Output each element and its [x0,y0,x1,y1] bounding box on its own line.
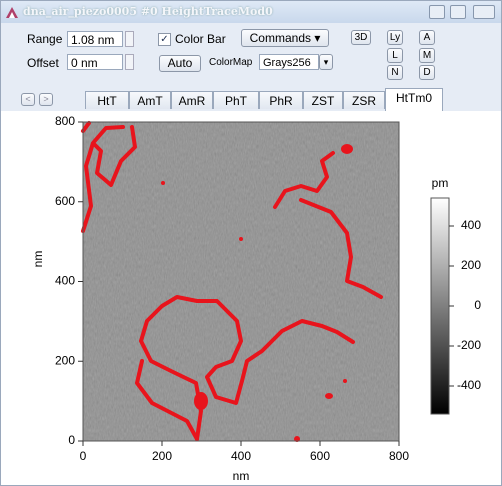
tab[interactable]: PhR [259,91,303,109]
tab[interactable]: ZST [303,91,343,109]
x-tick-label: 400 [231,449,251,463]
plot: nm nm pm 0 200 400 600 800 0 200 400 600 800 400 20… [31,114,481,483]
colormap-select[interactable]: Grays256 [259,54,319,70]
y-tick-label: 400 [55,274,75,288]
dna-traces [81,121,383,441]
auto-button[interactable]: Auto [159,55,201,72]
color-bar [430,197,450,415]
blobs [161,144,353,442]
window-title: dna_air_piezo0005 #0 HeightTraceMod0 [23,5,273,18]
offset-input[interactable]: 0 nm [67,54,123,70]
view-button[interactable]: L [387,48,403,63]
range-input[interactable]: 1.08 nm [67,31,123,47]
maximize-button[interactable] [450,5,466,19]
color-bar-checkbox[interactable]: ✓ [158,33,171,46]
colormap-dropdown[interactable]: ▾ [319,54,333,70]
range-spinner[interactable] [125,31,134,47]
color-bar-tick-label: 400 [461,218,481,232]
x-axis-label: nm [233,469,250,483]
commands-button[interactable]: Commands ▾ [241,29,329,47]
offset-label: Offset [27,56,59,70]
view-button[interactable]: 3D [351,30,371,45]
app-icon [6,7,18,18]
tab-next[interactable]: > [39,93,53,106]
view-button[interactable]: N [387,65,403,80]
color-bar-tick-label: 200 [461,258,481,272]
view-button[interactable]: M [419,48,435,63]
y-axis-label: nm [31,251,45,268]
y-tick-label: 0 [68,433,75,447]
minimize-button[interactable] [429,5,445,19]
tab-prev[interactable]: < [21,93,35,106]
range-label: Range [27,32,63,46]
close-button[interactable] [473,5,495,19]
tab[interactable]: HtTm0 [385,88,443,111]
tab[interactable]: AmR [171,91,213,109]
offset-spinner[interactable] [125,54,134,70]
x-tick-label: 800 [389,449,409,463]
x-tick-label: 600 [310,449,330,463]
y-tick-label: 600 [55,194,75,208]
view-button[interactable]: A [419,30,435,45]
view-button[interactable]: D [419,65,435,80]
colormap-label: ColorMap [209,57,253,68]
color-bar-label[interactable]: Color Bar [175,32,226,46]
color-bar-tick-label: -400 [457,378,481,392]
commands-label: Commands [249,31,311,45]
color-bar-tick-label: 0 [474,298,481,312]
y-tick-label: 800 [55,114,75,128]
x-tick-label: 0 [80,449,87,463]
view-button[interactable]: Ly [387,30,403,45]
tab[interactable]: HtT [85,91,129,109]
title-bar [1,1,501,23]
tab[interactable]: AmT [129,91,171,109]
color-bar-label: pm [432,176,449,190]
x-tick-label: 200 [152,449,172,463]
color-bar-tick-label: -200 [457,338,481,352]
y-tick-label: 200 [55,353,75,367]
tab[interactable]: PhT [213,91,259,109]
tab[interactable]: ZSR [343,91,385,109]
